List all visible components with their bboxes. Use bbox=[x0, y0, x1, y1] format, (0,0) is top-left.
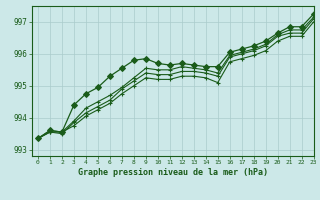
X-axis label: Graphe pression niveau de la mer (hPa): Graphe pression niveau de la mer (hPa) bbox=[78, 168, 268, 177]
